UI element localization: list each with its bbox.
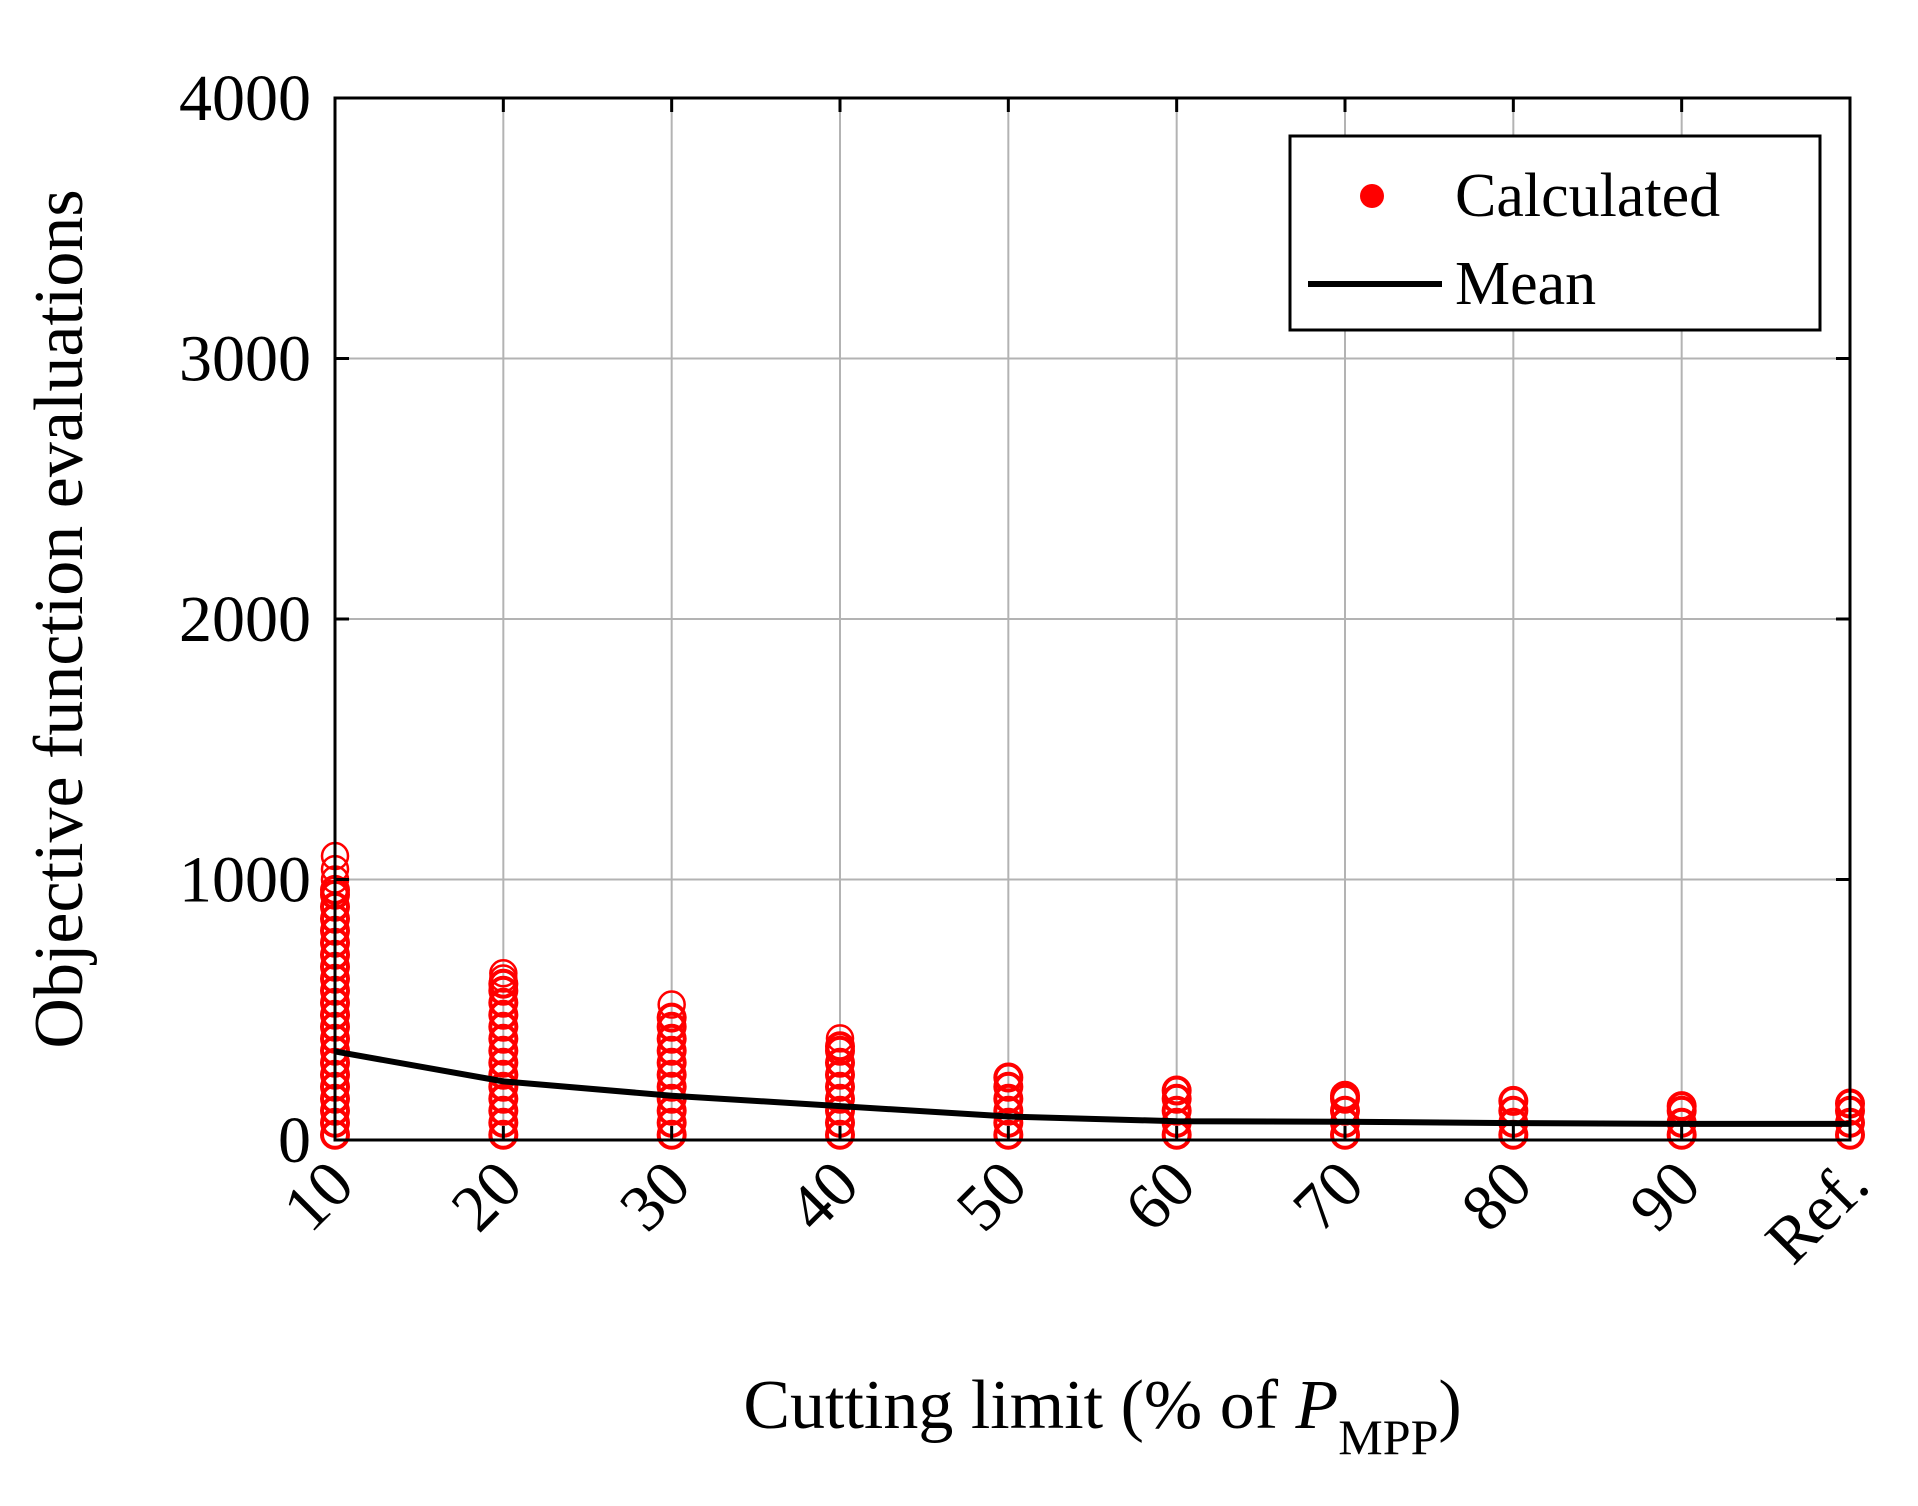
x-axis-label-suffix: ) xyxy=(1438,1367,1461,1444)
y-tick-label: 3000 xyxy=(179,323,311,396)
calculated-marker xyxy=(656,1023,687,1054)
y-tick-label: 2000 xyxy=(179,583,311,656)
calculated-marker xyxy=(825,1047,855,1078)
calculated-marker xyxy=(1330,1080,1360,1111)
legend-mean-label: Mean xyxy=(1455,250,1596,318)
calculated-marker xyxy=(656,1002,687,1033)
calculated-marker xyxy=(488,987,519,1018)
calculated-marker xyxy=(993,1071,1024,1102)
legend: Calculated Mean xyxy=(1288,134,1822,332)
calculated-outlier-marker xyxy=(657,990,686,1019)
y-tick-label: 1000 xyxy=(179,844,311,917)
legend-calculated-label: Calculated xyxy=(1455,162,1720,230)
calculated-outlier-marker xyxy=(489,959,518,988)
y-axis-label: Objective function evaluations xyxy=(21,189,98,1048)
x-axis-label-variable: P xyxy=(1295,1367,1339,1444)
x-axis-label-prefix: Cutting limit (% of xyxy=(743,1367,1295,1444)
calculated-marker xyxy=(1666,1091,1697,1122)
calculated-marker xyxy=(993,1062,1024,1093)
mean-line xyxy=(334,1048,1850,1127)
y-tick-label: 4000 xyxy=(179,62,311,135)
y-tick-labels: 0 1000 2000 3000 4000 xyxy=(179,62,311,1177)
calculated-marker xyxy=(993,1083,1024,1114)
calculated-marker xyxy=(1161,1083,1192,1114)
mean-line-group xyxy=(334,1048,1850,1127)
x-axis-label: Cutting limit (% of PMPP) xyxy=(743,1367,1461,1465)
legend-box xyxy=(1288,134,1822,332)
calculated-outlier-marker xyxy=(825,1024,855,1053)
y-tick-label: 0 xyxy=(278,1104,311,1177)
x-axis-label-subscript: MPP xyxy=(1338,1409,1438,1465)
calculated-marker xyxy=(1161,1075,1192,1106)
legend-calculated-marker xyxy=(1360,184,1384,208)
tick-marks xyxy=(333,96,1852,1142)
calculated-marker xyxy=(825,1031,855,1062)
calculated-marker xyxy=(1498,1085,1529,1116)
calculated-marker xyxy=(656,1011,687,1042)
